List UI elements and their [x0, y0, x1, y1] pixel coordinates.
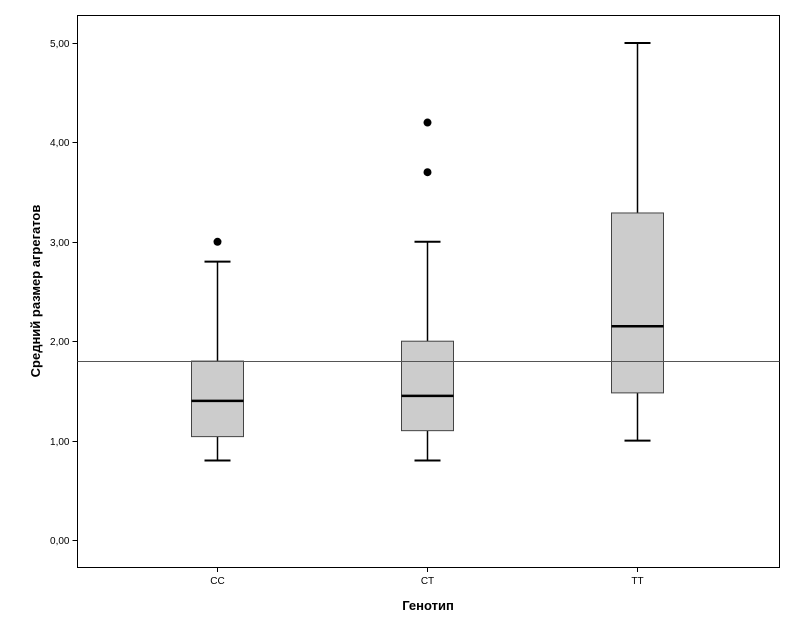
iqr-box [191, 360, 244, 438]
iqr-box [611, 212, 664, 394]
outlier-point [423, 118, 432, 127]
outlier-point [213, 237, 222, 246]
x-tick-label: CT [421, 576, 434, 587]
y-axis-title: Средний размер агрегатов [28, 205, 43, 378]
box-series [191, 42, 664, 462]
y-tick-label: 1,00 [50, 437, 70, 448]
box-tt [611, 42, 664, 442]
y-tick-label: 2,00 [50, 337, 70, 348]
y-tick-label: 0,00 [50, 536, 70, 547]
box-cc [191, 237, 244, 462]
y-axis: 0,00 1,00 2,00 3,00 4,00 5,00 [50, 39, 78, 547]
x-axis: CC CT TT [210, 567, 644, 587]
x-axis-title: Генотип [402, 598, 454, 613]
outlier-point [423, 168, 432, 177]
y-tick-label: 3,00 [50, 238, 70, 249]
box-ct [401, 118, 454, 462]
x-tick-label: TT [631, 576, 643, 587]
y-tick-label: 4,00 [50, 138, 70, 149]
iqr-box [401, 340, 454, 432]
plot-frame [77, 15, 780, 568]
x-tick-label: CC [210, 576, 224, 587]
y-tick-label: 5,00 [50, 39, 70, 50]
